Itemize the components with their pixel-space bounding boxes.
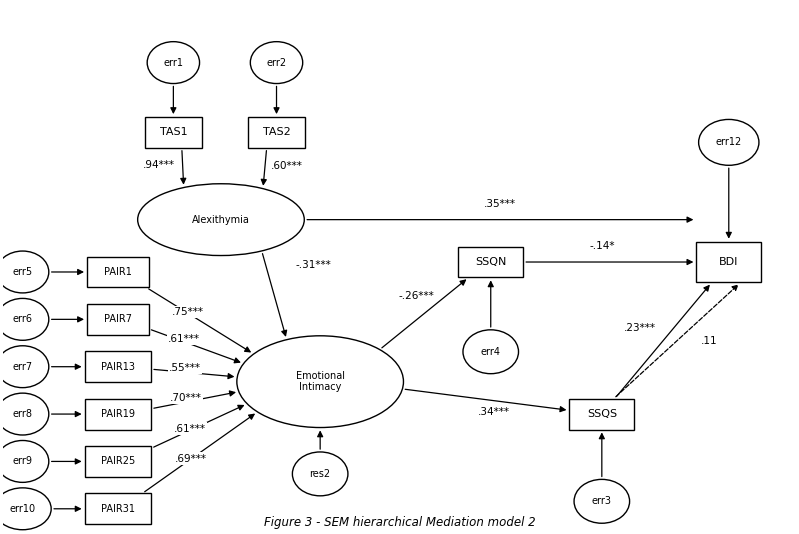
- Text: SSQS: SSQS: [586, 409, 617, 419]
- Ellipse shape: [250, 42, 303, 83]
- Ellipse shape: [0, 346, 49, 388]
- Text: .94***: .94***: [143, 160, 175, 170]
- Text: err10: err10: [10, 504, 36, 514]
- Text: err12: err12: [716, 137, 742, 147]
- Ellipse shape: [147, 42, 200, 83]
- Text: err2: err2: [266, 58, 287, 68]
- Text: .55***: .55***: [169, 363, 201, 373]
- Text: PAIR13: PAIR13: [101, 362, 135, 372]
- Text: .11: .11: [701, 335, 718, 345]
- FancyBboxPatch shape: [85, 493, 151, 524]
- Text: TAS1: TAS1: [160, 128, 187, 137]
- Text: BDI: BDI: [719, 257, 738, 267]
- Text: PAIR31: PAIR31: [101, 504, 135, 514]
- Ellipse shape: [137, 184, 304, 256]
- Text: -.14*: -.14*: [589, 241, 614, 251]
- Ellipse shape: [237, 336, 403, 428]
- FancyBboxPatch shape: [85, 398, 151, 429]
- Text: .61***: .61***: [169, 334, 201, 344]
- Text: .75***: .75***: [172, 307, 204, 317]
- Text: .34***: .34***: [478, 407, 510, 417]
- Text: .23***: .23***: [623, 323, 655, 333]
- Text: err6: err6: [13, 315, 33, 324]
- Ellipse shape: [698, 120, 759, 166]
- FancyBboxPatch shape: [87, 256, 149, 287]
- Text: .70***: .70***: [169, 392, 201, 403]
- Ellipse shape: [0, 251, 49, 293]
- Ellipse shape: [0, 393, 49, 435]
- Text: err8: err8: [13, 409, 33, 419]
- FancyBboxPatch shape: [85, 351, 151, 382]
- Text: -.26***: -.26***: [399, 291, 434, 301]
- Text: .61***: .61***: [173, 423, 205, 434]
- FancyBboxPatch shape: [458, 247, 523, 278]
- Text: res2: res2: [309, 469, 331, 479]
- Text: Figure 3 - SEM hierarchical Mediation model 2: Figure 3 - SEM hierarchical Mediation mo…: [264, 516, 535, 529]
- FancyBboxPatch shape: [248, 117, 305, 148]
- Ellipse shape: [0, 299, 49, 340]
- Text: .69***: .69***: [174, 453, 206, 464]
- Text: err4: err4: [481, 347, 501, 357]
- Text: PAIR19: PAIR19: [101, 409, 135, 419]
- FancyBboxPatch shape: [145, 117, 202, 148]
- FancyBboxPatch shape: [696, 241, 761, 282]
- FancyBboxPatch shape: [87, 304, 149, 335]
- Ellipse shape: [463, 330, 519, 374]
- Text: err1: err1: [163, 58, 183, 68]
- Text: Emotional
Intimacy: Emotional Intimacy: [296, 371, 344, 392]
- Text: err3: err3: [592, 496, 612, 506]
- Ellipse shape: [574, 480, 630, 523]
- Text: TAS2: TAS2: [263, 128, 290, 137]
- Text: -.31***: -.31***: [296, 261, 332, 270]
- Text: err7: err7: [13, 362, 33, 372]
- FancyBboxPatch shape: [85, 446, 151, 477]
- Ellipse shape: [0, 441, 49, 482]
- Text: err5: err5: [13, 267, 33, 277]
- Ellipse shape: [292, 452, 348, 496]
- Text: .60***: .60***: [271, 161, 303, 171]
- Text: Alexithymia: Alexithymia: [192, 215, 250, 225]
- Text: err9: err9: [13, 457, 33, 466]
- Text: PAIR25: PAIR25: [101, 457, 135, 466]
- Text: .35***: .35***: [484, 199, 516, 209]
- FancyBboxPatch shape: [570, 398, 634, 429]
- Text: PAIR7: PAIR7: [104, 315, 132, 324]
- Text: SSQN: SSQN: [475, 257, 507, 267]
- Ellipse shape: [0, 488, 51, 530]
- Text: PAIR1: PAIR1: [104, 267, 132, 277]
